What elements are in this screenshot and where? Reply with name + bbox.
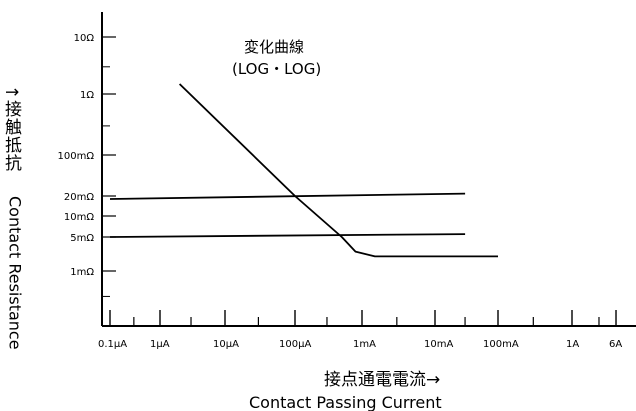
x-tick-label-2: 10μA <box>213 339 239 350</box>
x-tick-label-0: 0.1μA <box>98 339 127 350</box>
series-line-1 <box>109 192 466 200</box>
y-axis-label: Contact Resistance <box>6 196 25 350</box>
y-tick-label-6: 1mΩ <box>70 267 94 278</box>
y-tick-label-1: 1Ω <box>80 90 94 101</box>
y-axis-label-jp: ↑接触抵抗 <box>1 85 22 172</box>
x-tick-label-5: 10mA <box>424 339 453 350</box>
chart-series <box>109 83 498 258</box>
y-tick-label-2: 100mΩ <box>58 151 95 162</box>
y-tick-label-4: 10mΩ <box>64 212 94 223</box>
x-axis-label: Contact Passing Current <box>249 393 442 411</box>
x-tick-label-6: 100mA <box>483 339 519 350</box>
chart-ticks <box>102 36 617 326</box>
x-axis-label-jp: 接点通電電流→ <box>324 370 440 390</box>
y-tick-label-0: 10Ω <box>74 33 95 44</box>
y-tick-label-3: 20mΩ <box>64 192 94 203</box>
series-line-2 <box>109 233 466 238</box>
chart-subtitle: (LOG・LOG) <box>232 60 321 78</box>
chart-title: 変化曲線 <box>244 38 304 56</box>
x-tick-label-1: 1μA <box>150 339 170 350</box>
chart-tick-labels: 10Ω 1Ω 100mΩ 20mΩ 10mΩ 5mΩ 1mΩ 0.1μA 1μA 10μA 100μ… <box>58 33 623 350</box>
x-tick-label-3: 100μA <box>279 339 311 350</box>
chart-axes <box>101 12 636 327</box>
x-tick-label-4: 1mA <box>353 339 376 350</box>
x-tick-label-8: 6A <box>609 339 622 350</box>
x-tick-label-7: 1A <box>566 339 579 350</box>
series-line-0 <box>178 83 498 258</box>
y-tick-label-5: 5mΩ <box>70 233 94 244</box>
